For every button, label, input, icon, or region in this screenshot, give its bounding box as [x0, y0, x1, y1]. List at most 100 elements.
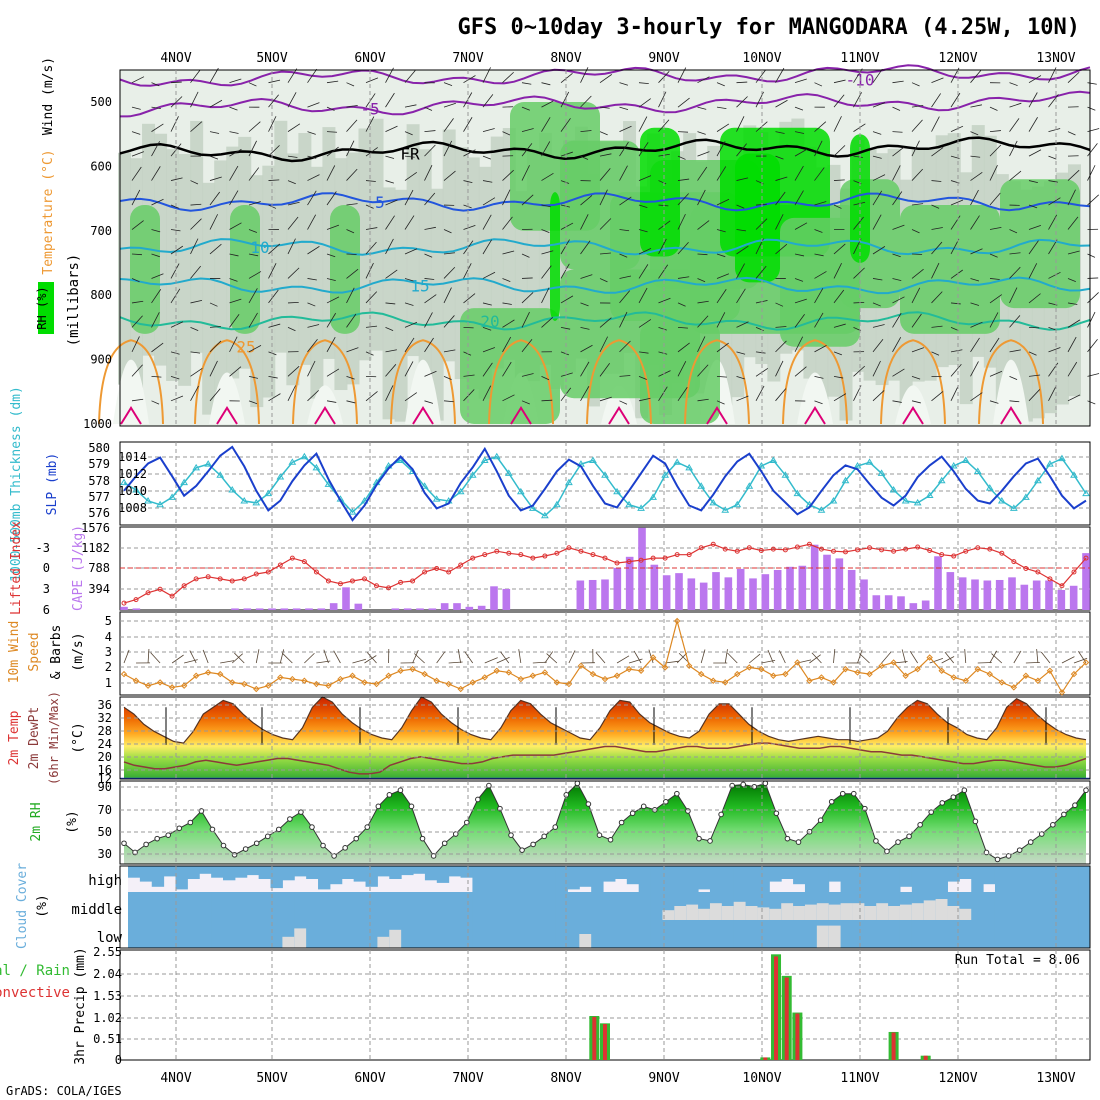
thickness-marker	[1021, 493, 1030, 500]
lifted-index-marker	[975, 545, 981, 551]
lifted-index-marker	[169, 593, 175, 599]
wind-barb	[131, 131, 141, 135]
cloud-high-bar	[175, 866, 188, 890]
thickness-marker	[721, 506, 730, 513]
wind-barb	[151, 166, 161, 181]
wind-barb	[599, 106, 610, 109]
cloud-high-bar	[781, 866, 794, 879]
wind-speed-marker	[1082, 659, 1090, 666]
wind-barb	[638, 204, 648, 209]
thickness-marker	[697, 482, 706, 489]
wind-speed-marker	[806, 677, 813, 684]
wind-barb	[775, 131, 785, 134]
lifted-index-marker	[277, 562, 283, 568]
cloud-low-bar	[199, 920, 212, 948]
rh-marker	[574, 780, 581, 787]
thickness-marker	[997, 497, 1006, 504]
wind-barb	[385, 327, 394, 332]
thickness-marker	[420, 482, 429, 489]
rh-dry-plume	[113, 359, 149, 424]
thickness-marker	[1082, 489, 1090, 497]
wind-barb	[931, 204, 940, 209]
wind-barb	[716, 342, 729, 353]
wind-barb	[833, 116, 842, 132]
wind-barb	[677, 193, 689, 206]
cloud-low-bar	[1006, 920, 1020, 948]
wind-barb	[151, 229, 161, 233]
cloud-low-bar	[971, 920, 984, 948]
isotherm-25-line	[684, 339, 750, 425]
cloud-low-bar	[211, 920, 224, 948]
wind-barb	[911, 347, 924, 353]
cloud-middle-bar	[163, 892, 177, 920]
lifted-index-marker	[734, 548, 740, 554]
lifted-index-ylabel: Lifted Index	[9, 521, 24, 615]
wind-barb	[872, 246, 886, 255]
wind-barb	[814, 312, 824, 328]
thickness-marker	[144, 497, 152, 504]
cloud-high-bar	[650, 866, 663, 892]
wind-barb-10m	[282, 652, 293, 664]
wind-barb-10m	[484, 657, 498, 664]
cloud-low-bar	[935, 920, 948, 948]
wind-barb-10m	[202, 649, 209, 664]
wind-barb	[619, 311, 628, 328]
wind-side-label: Wind (m/s)	[41, 57, 56, 135]
wind-barb	[385, 92, 395, 108]
wind-barb	[1009, 315, 1021, 328]
wind-barb-10m	[901, 649, 907, 664]
lifted-index-marker	[987, 546, 993, 552]
wind-barb	[1028, 374, 1041, 377]
cloud-high-bar	[436, 866, 450, 883]
top-day-label-12nov: 12NOV	[938, 51, 977, 66]
cloud-low-bar	[329, 920, 343, 948]
rh-area	[124, 783, 1086, 864]
li-tick: 3	[43, 582, 50, 596]
cloud-clear-part	[579, 934, 592, 948]
wind-barb	[1067, 169, 1080, 181]
wind-barb	[385, 199, 398, 206]
wind-barb	[209, 67, 219, 83]
wind-barb	[911, 82, 920, 87]
wind-barb	[287, 301, 299, 304]
rh-marker	[1027, 839, 1034, 845]
wind-barb	[268, 116, 277, 132]
wind-barb	[619, 400, 628, 405]
thickness-marker	[528, 504, 537, 511]
wind-speed-marker	[493, 667, 500, 674]
wind-barb	[346, 104, 358, 108]
rh-marker	[430, 853, 437, 859]
cape-bar	[662, 575, 671, 610]
thickness-marker	[216, 471, 225, 478]
cloud-low-bar	[888, 920, 901, 948]
cloud-high-bar	[923, 866, 937, 892]
thickness-marker	[132, 485, 140, 493]
wind-barb	[794, 366, 807, 377]
precip-tick-2.04: 2.04	[93, 967, 122, 981]
precip-convective-bar	[891, 1032, 896, 1060]
wind-barb	[911, 140, 920, 157]
wind-speed-marker	[926, 654, 933, 661]
wind-barb	[424, 278, 435, 280]
cloud-low-bar	[567, 920, 580, 948]
lifted-index-marker	[133, 597, 139, 603]
wind-barb	[131, 220, 144, 230]
wind-barb	[443, 400, 454, 403]
wind-barb	[151, 289, 162, 304]
rh-moist-patch	[1000, 179, 1080, 309]
cloud-low-bar	[804, 920, 818, 948]
lifted-index-marker	[686, 552, 692, 558]
rh-marker	[309, 824, 315, 830]
wind-barb	[1028, 224, 1041, 230]
panel-frame	[119, 696, 1091, 780]
wind-speed-marker	[878, 662, 885, 670]
cloud-middle-bar	[1030, 892, 1043, 920]
thickness-marker	[949, 462, 958, 469]
wind-barb	[580, 327, 590, 330]
isotherm-line	[119, 238, 1091, 256]
wind-speed-marker	[349, 672, 356, 679]
wind-speed-marker	[914, 665, 921, 673]
cloud-low-bar	[769, 920, 782, 948]
wind-barb	[580, 302, 589, 307]
wind-barb-10m	[778, 650, 786, 664]
